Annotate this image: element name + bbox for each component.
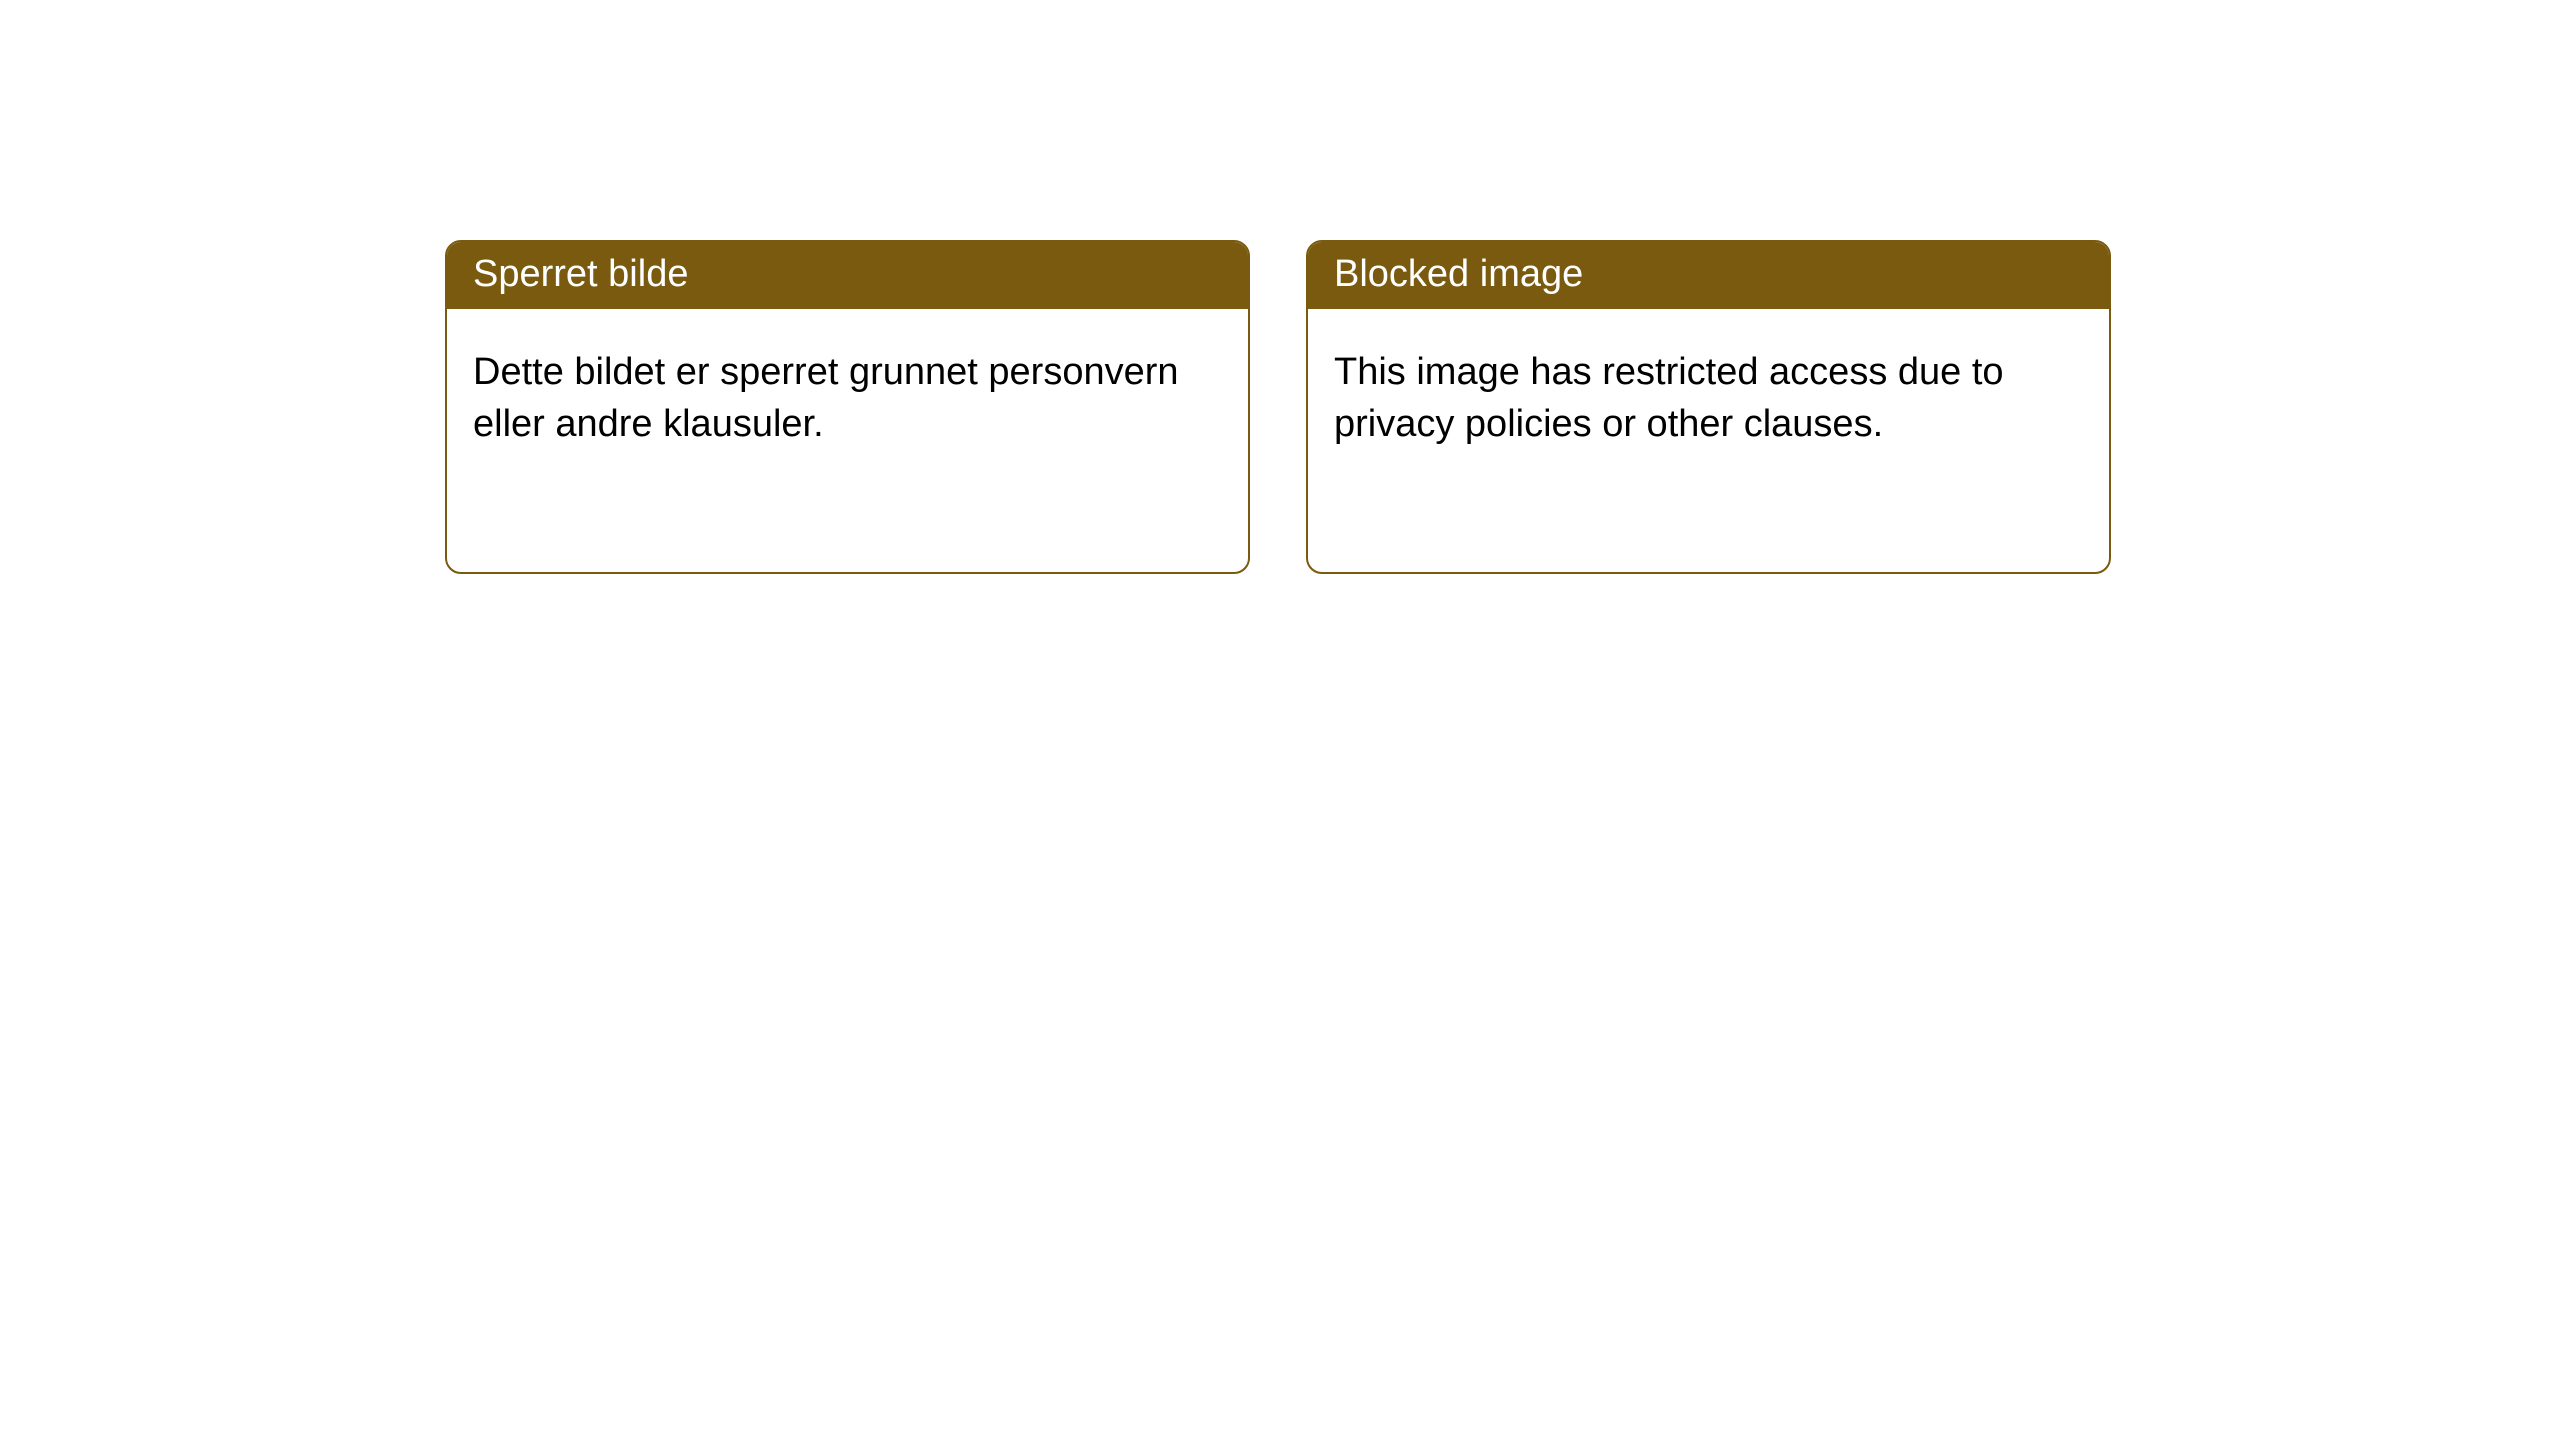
card-body: This image has restricted access due to …	[1308, 309, 2109, 476]
notice-cards-container: Sperret bilde Dette bildet er sperret gr…	[445, 240, 2560, 574]
card-body: Dette bildet er sperret grunnet personve…	[447, 309, 1248, 476]
card-header: Sperret bilde	[447, 242, 1248, 309]
card-title: Sperret bilde	[473, 253, 688, 295]
card-title: Blocked image	[1334, 253, 1583, 295]
notice-card-english: Blocked image This image has restricted …	[1306, 240, 2111, 574]
card-header: Blocked image	[1308, 242, 2109, 309]
notice-card-norwegian: Sperret bilde Dette bildet er sperret gr…	[445, 240, 1250, 574]
card-message: This image has restricted access due to …	[1334, 351, 2004, 444]
card-message: Dette bildet er sperret grunnet personve…	[473, 351, 1179, 444]
